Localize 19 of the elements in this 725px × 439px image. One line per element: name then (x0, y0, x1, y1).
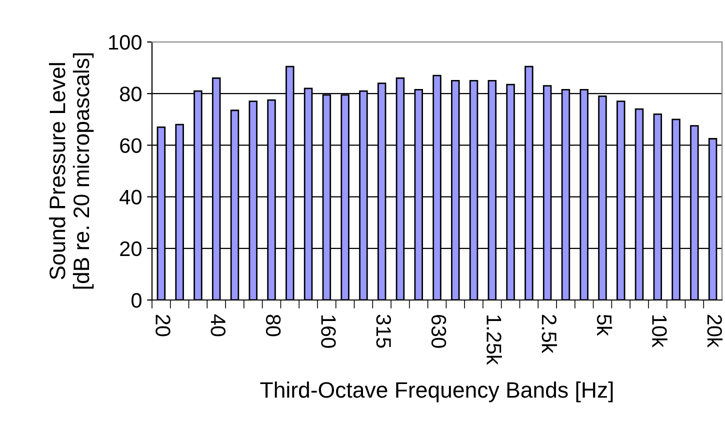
y-tick-label: 0 (132, 293, 142, 308)
y-tick-label: 60 (120, 138, 142, 153)
y-tick-label: 40 (120, 190, 142, 205)
x-tick-label: 20 (156, 314, 170, 336)
y-tick-label: 100 (109, 35, 142, 50)
x-tick-label: 315 (376, 314, 391, 348)
x-axis-title: Third-Octave Frequency Bands [Hz] (260, 382, 613, 402)
x-tick-label: 5k (596, 314, 612, 336)
x-tick-label: 630 (431, 314, 446, 348)
x-tick-label: 40 (210, 314, 226, 336)
y-tick-label: 80 (120, 86, 142, 102)
y-tick-label: 20 (120, 241, 142, 256)
x-tick-label: 20k (707, 314, 723, 348)
x-tick-label: 80 (266, 314, 281, 336)
y-axis-title: Sound Pressure Level [dB re. 20 micropascals] (48, 53, 94, 289)
x-tick-label: 1.25k (486, 315, 502, 365)
x-tick-label: 10k (652, 315, 668, 348)
x-tick-label: 2.5k (542, 314, 558, 354)
x-tick-label: 160 (321, 315, 336, 348)
